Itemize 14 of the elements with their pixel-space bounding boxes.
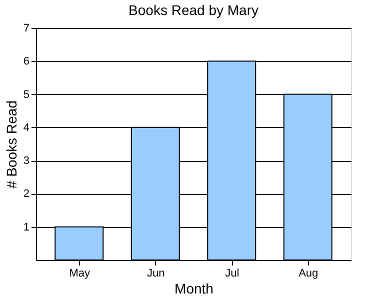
x-tick-label: Jul xyxy=(225,268,240,280)
chart-title: Books Read by Mary xyxy=(128,2,258,18)
x-tick-label: Aug xyxy=(298,268,318,280)
y-tick-label: 3 xyxy=(23,155,30,168)
y-axis-title: # Books Read xyxy=(3,100,20,188)
y-tick-label: 7 xyxy=(23,22,30,34)
y-tick-label: 6 xyxy=(23,56,30,68)
y-tick-label: 2 xyxy=(23,188,30,200)
y-tick-label: 5 xyxy=(23,88,30,101)
y-tick-label: 1 xyxy=(23,221,30,234)
y-tick-label: 4 xyxy=(23,122,30,134)
x-tick-label: Jun xyxy=(147,268,165,280)
x-axis-title: Month xyxy=(174,280,214,296)
x-tick-label: May xyxy=(69,268,91,280)
